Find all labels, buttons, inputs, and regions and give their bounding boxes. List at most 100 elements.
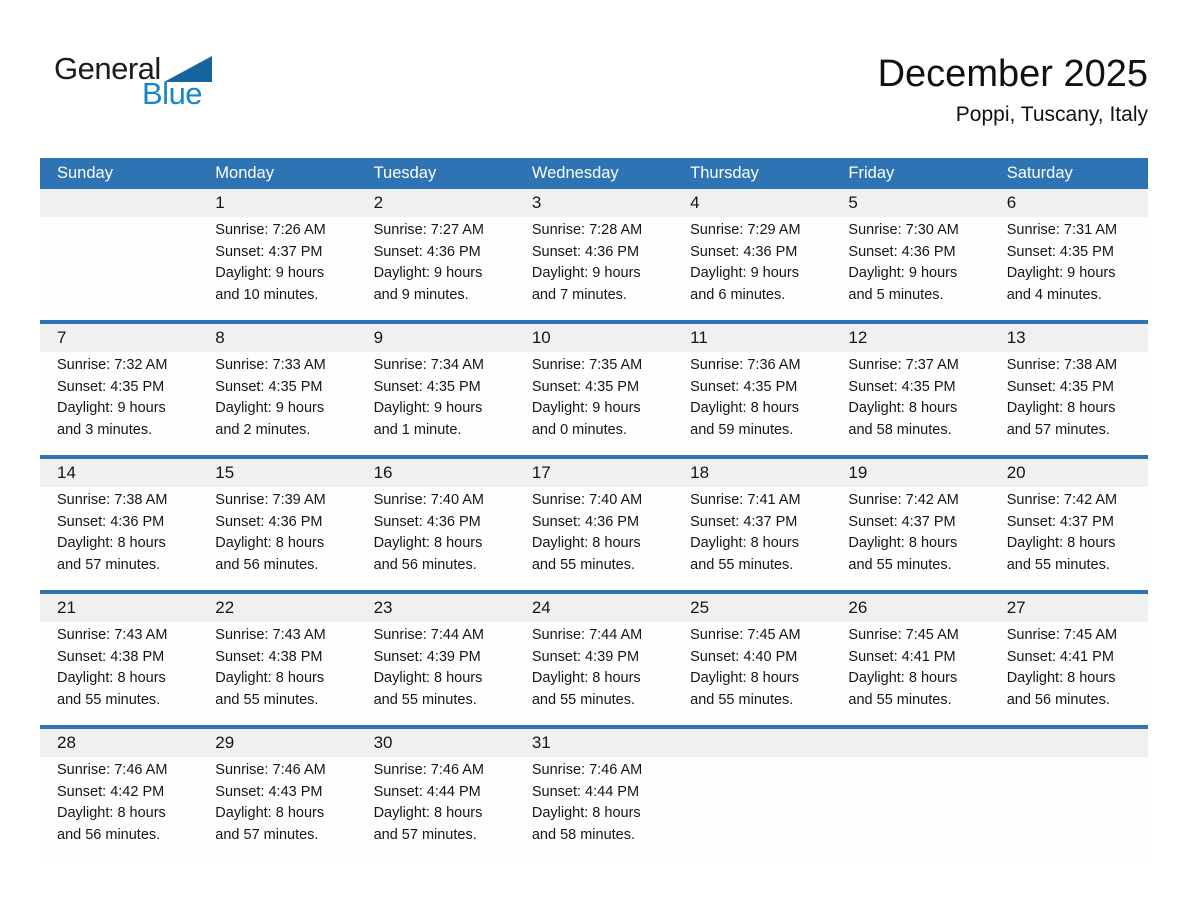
day-cell: Sunrise: 7:37 AM Sunset: 4:35 PM Daylight:… [831, 355, 989, 441]
day-details-row: Sunrise: 7:43 AM Sunset: 4:38 PM Daylight:… [40, 622, 1148, 725]
day-details-row: Sunrise: 7:38 AM Sunset: 4:36 PM Daylight:… [40, 487, 1148, 590]
day-number-strip: 14 15 16 17 18 19 20 [40, 459, 1148, 487]
sunset-text: Sunset: 4:35 PM [215, 378, 323, 395]
daylight-text-line1: Daylight: 8 hours [531, 805, 641, 821]
daylight-text-line2: and 5 minutes. [848, 286, 944, 303]
day-number: 11 [690, 328, 708, 347]
sunset-text: Sunset: 4:36 PM [531, 513, 640, 530]
day-cell: Sunrise: 7:39 AM Sunset: 4:36 PM Daylight:… [198, 490, 356, 576]
day-number: 26 [848, 598, 868, 617]
day-number: 29 [215, 733, 235, 752]
daylight-text-line2: and 57 minutes. [373, 826, 477, 843]
day-number: 1 [215, 193, 225, 212]
page-subtitle: Poppi, Tuscany, Italy [955, 103, 1148, 126]
daylight-text-line2: and 7 minutes. [531, 286, 627, 303]
sunrise-text: Sunrise: 7:31 AM [1006, 222, 1118, 238]
day-number: 14 [57, 463, 76, 482]
sunset-text: Sunset: 4:42 PM [57, 783, 165, 800]
sunset-text: Sunset: 4:41 PM [848, 648, 956, 665]
daylight-text-line2: and 55 minutes. [848, 691, 952, 708]
sunrise-text: Sunrise: 7:29 AM [690, 222, 801, 238]
daylight-text-line2: and 4 minutes. [1006, 286, 1102, 303]
daylight-text-line1: Daylight: 8 hours [215, 670, 325, 686]
day-number: 15 [215, 463, 235, 482]
sunset-text: Sunset: 4:35 PM [1006, 378, 1114, 395]
day-cell: Sunrise: 7:34 AM Sunset: 4:35 PM Daylight:… [357, 355, 515, 441]
day-number: 17 [531, 463, 551, 482]
daylight-text-line2: and 56 minutes. [215, 556, 319, 573]
daylight-text-line2: and 55 minutes. [373, 691, 477, 708]
daylight-text-line1: Daylight: 8 hours [848, 535, 958, 551]
daylight-text-line1: Daylight: 9 hours [531, 400, 641, 416]
sunrise-text: Sunrise: 7:45 AM [1006, 627, 1118, 643]
weekday-header-row: Sunday Monday Tuesday Wednesday Thursday Frid… [40, 158, 1148, 189]
sunrise-text: Sunrise: 7:46 AM [531, 762, 643, 778]
daylight-text-line2: and 56 minutes. [1006, 691, 1110, 708]
day-cell: Sunrise: 7:29 AM Sunset: 4:36 PM Daylight:… [673, 220, 831, 306]
daylight-text-line1: Daylight: 8 hours [848, 670, 958, 686]
day-cell: Sunrise: 7:42 AM Sunset: 4:37 PM Daylight:… [831, 490, 989, 576]
day-cell: Sunrise: 7:40 AM Sunset: 4:36 PM Daylight:… [515, 490, 673, 576]
sunset-text: Sunset: 4:36 PM [373, 243, 481, 260]
day-cell: Sunrise: 7:46 AM Sunset: 4:43 PM Daylight:… [198, 760, 356, 846]
sunrise-text: Sunrise: 7:30 AM [848, 222, 959, 238]
week-row: 1 2 3 4 5 6 Sunrise: 7:26 AM Sunset: 4:37 PM Day… [40, 189, 1148, 320]
day-cell: Sunrise: 7:38 AM Sunset: 4:35 PM Daylight:… [990, 355, 1148, 441]
day-number: 31 [531, 733, 551, 752]
day-number: 28 [57, 733, 76, 752]
daylight-text-line1: Daylight: 8 hours [690, 535, 799, 551]
daylight-text-line2: and 1 minute. [373, 421, 462, 438]
sunset-text: Sunset: 4:38 PM [215, 648, 323, 665]
empty-day-cell [673, 760, 831, 846]
day-number: 6 [1006, 193, 1017, 212]
weekday-header-wednesday: Wednesday [531, 164, 619, 182]
sunrise-text: Sunrise: 7:42 AM [1006, 492, 1118, 508]
sunset-text: Sunset: 4:36 PM [848, 243, 956, 260]
sunrise-text: Sunrise: 7:28 AM [531, 222, 643, 238]
daylight-text-line1: Daylight: 8 hours [848, 400, 958, 416]
day-number: 9 [373, 328, 384, 347]
day-number: 10 [531, 328, 551, 347]
sunset-text: Sunset: 4:37 PM [848, 513, 956, 530]
day-cell: Sunrise: 7:45 AM Sunset: 4:41 PM Daylight:… [990, 625, 1148, 711]
day-cell: Sunrise: 7:26 AM Sunset: 4:37 PM Daylight:… [198, 220, 356, 306]
day-number: 13 [1006, 328, 1026, 347]
sunrise-text: Sunrise: 7:40 AM [373, 492, 484, 508]
daylight-text-line2: and 55 minutes. [531, 556, 636, 573]
daylight-text-line2: and 55 minutes. [1006, 556, 1110, 573]
daylight-text-line2: and 58 minutes. [531, 826, 636, 843]
sunrise-text: Sunrise: 7:39 AM [215, 492, 326, 508]
weekday-header-thursday: Thursday [690, 164, 759, 182]
daylight-text-line2: and 55 minutes. [690, 556, 794, 573]
day-number: 8 [215, 328, 225, 347]
daylight-text-line1: Daylight: 9 hours [215, 265, 325, 281]
day-number: 5 [848, 193, 858, 212]
daylight-text-line1: Daylight: 9 hours [531, 265, 641, 281]
weekday-header-saturday: Saturday [1006, 164, 1073, 182]
day-number: 12 [848, 328, 868, 347]
sunrise-text: Sunrise: 7:44 AM [373, 627, 484, 643]
day-number: 2 [373, 193, 384, 212]
sunset-text: Sunset: 4:37 PM [215, 243, 323, 260]
sunset-text: Sunset: 4:44 PM [531, 783, 640, 800]
day-cell: Sunrise: 7:40 AM Sunset: 4:36 PM Daylight:… [357, 490, 515, 576]
day-cell: Sunrise: 7:42 AM Sunset: 4:37 PM Daylight:… [990, 490, 1148, 576]
logo-triangle-icon [163, 56, 212, 82]
page-title: December 2025 [877, 53, 1148, 95]
empty-day-cell [831, 760, 989, 846]
week-row: 21 22 23 24 25 26 27 Sunrise: 7:43 AM Sunset: 4:… [40, 590, 1148, 725]
day-cell: Sunrise: 7:36 AM Sunset: 4:35 PM Daylight:… [673, 355, 831, 441]
daylight-text-line1: Daylight: 8 hours [57, 535, 166, 551]
weekday-header-tuesday: Tuesday [373, 164, 437, 182]
day-cell: Sunrise: 7:30 AM Sunset: 4:36 PM Daylight:… [831, 220, 989, 306]
daylight-text-line2: and 58 minutes. [848, 421, 952, 438]
title-block: December 2025 Poppi, Tuscany, Italy [878, 40, 1148, 130]
day-cell: Sunrise: 7:41 AM Sunset: 4:37 PM Daylight:… [673, 490, 831, 576]
day-number: 27 [1006, 598, 1026, 617]
sunrise-text: Sunrise: 7:46 AM [57, 762, 168, 778]
empty-day-cell [40, 220, 198, 306]
daylight-text-line1: Daylight: 8 hours [531, 670, 641, 686]
day-number-strip: 7 8 9 10 11 12 13 [40, 324, 1148, 352]
daylight-text-line2: and 3 minutes. [57, 421, 153, 438]
